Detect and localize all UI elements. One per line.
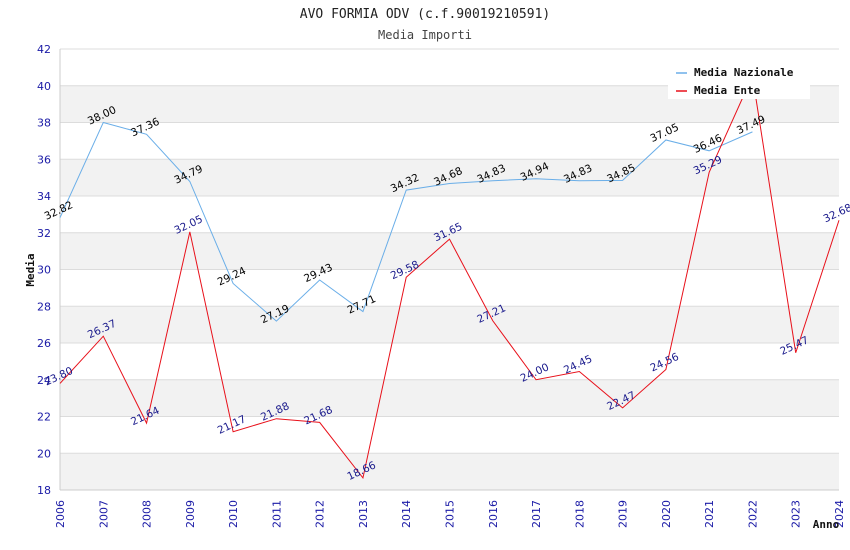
x-tick-label: 2012: [314, 500, 327, 528]
x-tick-labels: 2006 2007 2008 2009 2010 2011 2012 2013 2014 2015…: [54, 500, 846, 528]
x-tick-label: 2017: [530, 500, 543, 528]
data-label: 24.45: [562, 353, 594, 377]
y-tick-label: 42: [37, 43, 51, 56]
x-tick-label: 2010: [227, 500, 240, 528]
legend-label-nazionale: Media Nazionale: [694, 66, 794, 79]
x-tick-label: 2022: [746, 500, 759, 528]
legend: Media Nazionale Media Ente: [668, 59, 810, 99]
grid-band: [60, 159, 839, 196]
y-axis-label: Media: [24, 253, 37, 286]
x-tick-label: 2016: [487, 500, 500, 528]
y-tick-label: 38: [37, 117, 51, 130]
y-tick-labels: 18 20 22 24 26 28 30 32 34 36 38 40 42: [37, 43, 51, 497]
series-line-0: [59, 121, 753, 322]
y-tick-label: 24: [37, 374, 51, 387]
x-tick-label: 2006: [54, 500, 67, 528]
legend-box: [668, 59, 810, 99]
grid-band: [60, 379, 839, 417]
y-tick-label: 32: [37, 227, 51, 240]
legend-label-ente: Media Ente: [694, 84, 761, 97]
y-tick-label: 40: [37, 80, 51, 93]
data-label: 36.46: [692, 132, 725, 156]
x-tick-label: 2021: [703, 500, 716, 528]
x-tick-label: 2013: [357, 500, 370, 528]
y-tick-label: 30: [37, 264, 51, 277]
series-lines: [59, 74, 840, 480]
y-tick-label: 36: [37, 153, 51, 166]
x-tick-label: 2007: [97, 500, 110, 528]
x-tick-label: 2023: [790, 500, 803, 528]
x-tick-label: 2019: [617, 500, 630, 528]
y-tick-label: 18: [37, 484, 51, 497]
y-tick-label: 28: [37, 300, 51, 313]
x-tick-label: 2020: [660, 500, 673, 528]
x-tick-label: 2009: [184, 500, 197, 528]
chart-title: AVO FORMIA ODV (c.f.90019210591): [300, 7, 550, 22]
x-tick-label: 2008: [141, 500, 154, 528]
y-tick-label: 22: [37, 411, 51, 424]
y-tick-label: 34: [37, 190, 51, 203]
grid-band: [60, 306, 839, 343]
grid-band: [60, 453, 839, 490]
chart-subtitle: Media Importi: [378, 28, 472, 42]
y-tick-label: 26: [37, 337, 51, 350]
data-label: 32.68: [822, 202, 850, 226]
x-axis-label: Anno: [813, 518, 840, 531]
series-line-1: [59, 74, 840, 480]
x-tick-label: 2014: [400, 500, 413, 528]
y-tick-label: 20: [37, 447, 51, 460]
x-tick-label: 2015: [444, 500, 457, 528]
x-tick-label: 2011: [270, 500, 283, 528]
x-tick-label: 2018: [573, 500, 586, 528]
x-tick-label: 2024: [833, 500, 846, 528]
